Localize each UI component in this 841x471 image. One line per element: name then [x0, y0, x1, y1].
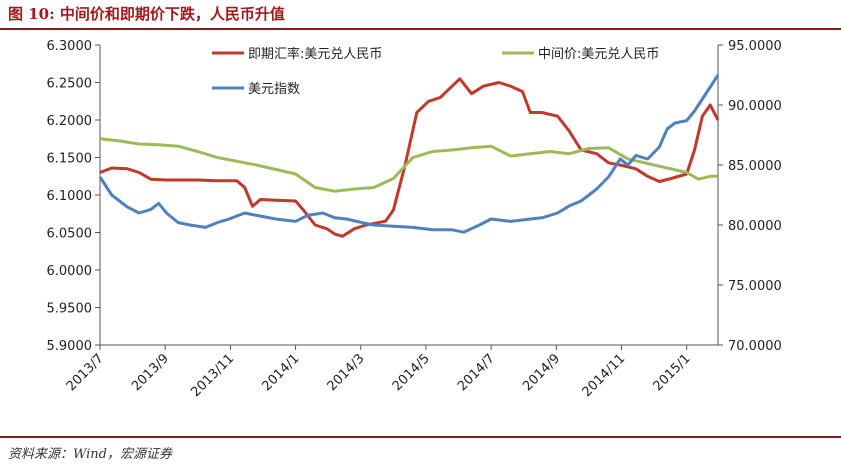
x-tick-label: 2013/7	[64, 351, 107, 394]
series-line-0	[99, 77, 720, 238]
left-tick-label: 6.0000	[47, 264, 93, 279]
chart: 6.3000 6.2500 6.2000 6.1500 6.1000 6.0500 6.00…	[47, 39, 782, 400]
right-tick-label: 85.0000	[728, 159, 782, 174]
title-rule	[0, 28, 841, 30]
right-tick-label: 70.0000	[728, 339, 782, 354]
bottom-rule	[0, 436, 841, 438]
left-tick-label: 6.2500	[47, 77, 93, 92]
tick-labels: 6.3000 6.2500 6.2000 6.1500 6.1000 6.0500 6.00…	[47, 39, 782, 400]
x-tick-label: 2014/5	[390, 351, 433, 394]
x-tick-label: 2014/1	[259, 351, 302, 394]
left-tick-label: 5.9000	[47, 339, 93, 354]
source-note: 资料来源：Wind，宏源证券	[8, 447, 172, 462]
series-line-2	[98, 74, 720, 234]
x-tick-label: 2013/9	[129, 351, 172, 394]
left-tick-label: 6.1500	[47, 152, 93, 167]
right-tick-label: 80.0000	[728, 219, 782, 234]
right-tick-label: 95.0000	[728, 39, 782, 54]
left-tick-label: 6.0500	[47, 227, 93, 242]
x-tick-label: 2014/7	[455, 351, 498, 394]
left-tick-label: 5.9500	[47, 302, 93, 317]
right-tick-label: 75.0000	[728, 279, 782, 294]
figure-title: 图 10: 中间价和即期价下跌，人民币升值	[8, 5, 285, 23]
legend-label-1: 中间价:美元兑人民币	[538, 47, 659, 62]
legend-label-2: 美元指数	[248, 82, 300, 97]
left-tick-label: 6.1000	[47, 189, 93, 204]
x-tick-label: 2014/9	[520, 351, 563, 394]
series-lines	[98, 74, 720, 238]
x-tick-label: 2015/1	[651, 351, 694, 394]
left-tick-label: 6.3000	[47, 39, 93, 54]
x-tick-label: 2013/11	[188, 351, 237, 400]
series-line-1	[99, 137, 718, 193]
left-tick-label: 6.2000	[47, 114, 93, 129]
right-tick-label: 90.0000	[728, 99, 782, 114]
x-tick-label: 2014/11	[580, 351, 629, 400]
axes	[95, 44, 723, 350]
x-tick-label: 2014/3	[325, 351, 368, 394]
legend-label-0: 即期汇率:美元兑人民币	[248, 46, 382, 62]
